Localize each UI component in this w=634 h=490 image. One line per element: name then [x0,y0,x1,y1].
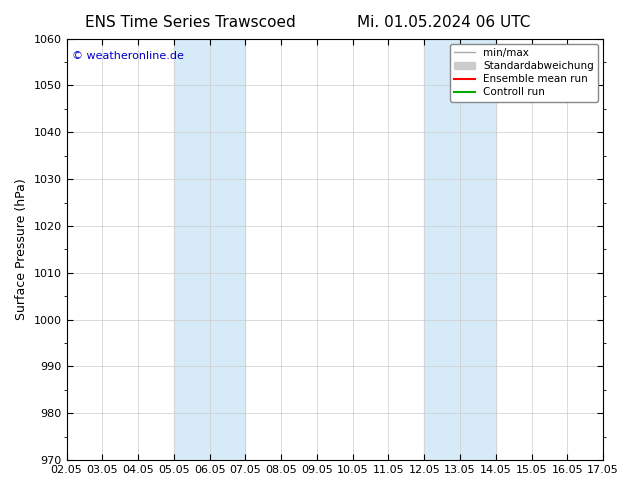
Y-axis label: Surface Pressure (hPa): Surface Pressure (hPa) [15,178,28,320]
Legend: min/max, Standardabweichung, Ensemble mean run, Controll run: min/max, Standardabweichung, Ensemble me… [450,44,598,101]
Text: © weatheronline.de: © weatheronline.de [72,51,184,61]
Text: Mi. 01.05.2024 06 UTC: Mi. 01.05.2024 06 UTC [357,15,531,30]
Bar [174,39,245,460]
Bar [424,39,496,460]
Text: ENS Time Series Trawscoed: ENS Time Series Trawscoed [85,15,295,30]
